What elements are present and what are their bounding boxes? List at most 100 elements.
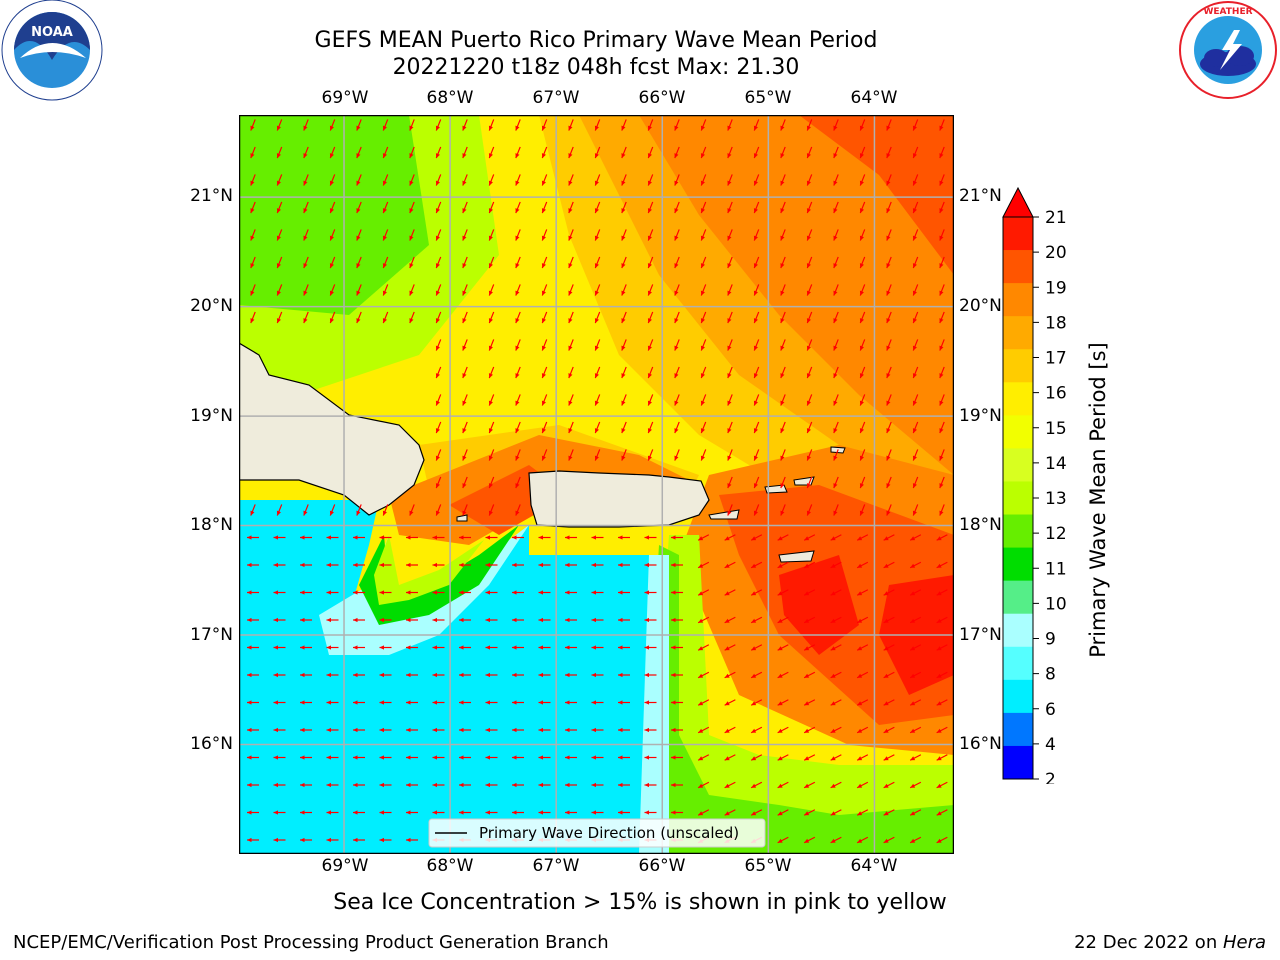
wave-direction-arrow bbox=[621, 421, 627, 434]
wave-direction-arrow bbox=[883, 616, 895, 624]
colorbar-cell bbox=[1003, 448, 1033, 482]
wave-direction-arrow bbox=[247, 645, 259, 650]
wave-direction-arrow bbox=[936, 781, 948, 789]
wave-direction-arrow bbox=[856, 754, 869, 761]
wave-direction-arrow bbox=[485, 810, 498, 815]
wave-direction-arrow bbox=[353, 810, 365, 815]
wave-direction-arrow bbox=[485, 535, 498, 540]
wave-direction-arrow bbox=[856, 561, 869, 569]
wave-direction-arrow bbox=[356, 504, 362, 516]
wave-direction-arrow bbox=[488, 476, 495, 489]
wave-direction-arrow bbox=[727, 339, 733, 351]
wave-direction-arrow bbox=[750, 699, 763, 706]
wave-direction-arrow bbox=[753, 504, 760, 516]
wave-direction-arrow bbox=[594, 146, 601, 159]
wave-direction-arrow bbox=[621, 256, 627, 269]
colorbar: 21 20 19 18 17 16 15 14 13 12 11 10 9 8 6 4 2 bbox=[1002, 186, 1067, 784]
wave-direction-arrow bbox=[406, 727, 418, 733]
wave-direction-arrow bbox=[459, 727, 471, 733]
wave-direction-arrow bbox=[462, 201, 468, 214]
wave-direction-arrow bbox=[671, 755, 683, 760]
wave-direction-arrow bbox=[674, 284, 680, 296]
wave-direction-arrow bbox=[300, 837, 312, 843]
wave-direction-arrow bbox=[724, 671, 736, 679]
wave-direction-arrow bbox=[909, 616, 922, 624]
wave-direction-arrow bbox=[300, 590, 312, 595]
wave-direction-arrow bbox=[939, 366, 945, 379]
wave-direction-arrow bbox=[459, 562, 471, 568]
wave-direction-arrow bbox=[777, 836, 789, 844]
wave-direction-arrow bbox=[488, 339, 495, 351]
wave-direction-arrow bbox=[803, 561, 816, 569]
wave-direction-arrow bbox=[724, 699, 736, 706]
lat-label-right: 19°N bbox=[959, 406, 1002, 426]
lon-label-bottom: 67°W bbox=[532, 856, 580, 876]
lon-label-bottom: 69°W bbox=[321, 856, 369, 876]
wave-direction-arrow bbox=[300, 645, 312, 650]
wave-direction-arrow bbox=[727, 476, 733, 489]
wave-direction-arrow bbox=[276, 504, 283, 516]
wave-direction-arrow bbox=[883, 754, 895, 761]
wave-direction-arrow bbox=[856, 836, 869, 844]
wave-direction-arrow bbox=[565, 700, 577, 705]
wave-direction-arrow bbox=[833, 229, 839, 241]
wave-direction-arrow bbox=[700, 146, 707, 159]
wave-direction-arrow bbox=[406, 672, 418, 678]
wave-direction-arrow bbox=[356, 311, 362, 324]
wave-direction-arrow bbox=[803, 726, 816, 734]
wave-direction-arrow bbox=[353, 562, 365, 568]
wave-direction-arrow bbox=[326, 562, 339, 568]
wave-direction-arrow bbox=[435, 229, 442, 241]
colorbar-tick-label: 18 bbox=[1045, 313, 1067, 333]
wave-direction-arrow bbox=[329, 256, 336, 269]
wave-direction-arrow bbox=[780, 119, 786, 131]
wave-direction-arrow bbox=[353, 617, 365, 623]
wave-direction-arrow bbox=[644, 782, 657, 788]
colorbar-tick-label: 21 bbox=[1045, 208, 1067, 228]
wave-direction-arrow bbox=[409, 504, 415, 516]
wave-direction-arrow bbox=[939, 311, 945, 324]
wave-direction-arrow bbox=[303, 256, 309, 269]
wave-direction-arrow bbox=[883, 671, 895, 679]
wave-direction-arrow bbox=[780, 421, 786, 434]
footer-machine: Hera bbox=[1222, 932, 1266, 953]
wave-direction-arrow bbox=[886, 146, 892, 159]
colorbar-tick-label: 2 bbox=[1045, 770, 1056, 784]
wave-direction-arrow bbox=[806, 504, 813, 516]
wave-direction-arrow bbox=[883, 534, 895, 541]
wave-direction-arrow bbox=[674, 229, 680, 241]
wave-direction-arrow bbox=[273, 672, 286, 678]
wave-direction-arrow bbox=[303, 311, 309, 324]
wave-direction-arrow bbox=[780, 174, 786, 186]
wave-direction-arrow bbox=[753, 421, 760, 434]
lat-label-right: 20°N bbox=[959, 296, 1002, 316]
wave-direction-arrow bbox=[247, 727, 259, 733]
wave-direction-arrow bbox=[644, 672, 657, 678]
wave-direction-arrow bbox=[856, 726, 869, 734]
wave-direction-arrow bbox=[356, 229, 362, 241]
wave-direction-arrow bbox=[488, 504, 495, 516]
wave-direction-arrow bbox=[644, 562, 657, 568]
wave-direction-arrow bbox=[382, 119, 389, 131]
wave-direction-arrow bbox=[753, 449, 760, 461]
wave-direction-arrow bbox=[356, 146, 362, 159]
wave-direction-arrow bbox=[674, 421, 680, 434]
wave-direction-arrow bbox=[515, 449, 521, 461]
wave-direction-arrow bbox=[647, 174, 654, 186]
wave-direction-arrow bbox=[806, 449, 813, 461]
wave-direction-arrow bbox=[303, 504, 309, 516]
wave-direction-arrow bbox=[700, 311, 707, 324]
wave-direction-arrow bbox=[538, 645, 551, 650]
wave-direction-arrow bbox=[538, 755, 551, 760]
wave-direction-arrow bbox=[886, 394, 892, 406]
wave-direction-arrow bbox=[329, 146, 336, 159]
wave-direction-arrow bbox=[541, 311, 548, 324]
wave-direction-arrow bbox=[674, 201, 680, 214]
wave-direction-arrow bbox=[936, 589, 948, 596]
wave-direction-arrow bbox=[541, 421, 548, 434]
wave-direction-arrow bbox=[568, 146, 574, 159]
wave-direction-arrow bbox=[859, 504, 866, 516]
wave-direction-arrow bbox=[830, 561, 842, 569]
wave-direction-arrow bbox=[250, 174, 256, 186]
map-frame bbox=[239, 115, 954, 854]
